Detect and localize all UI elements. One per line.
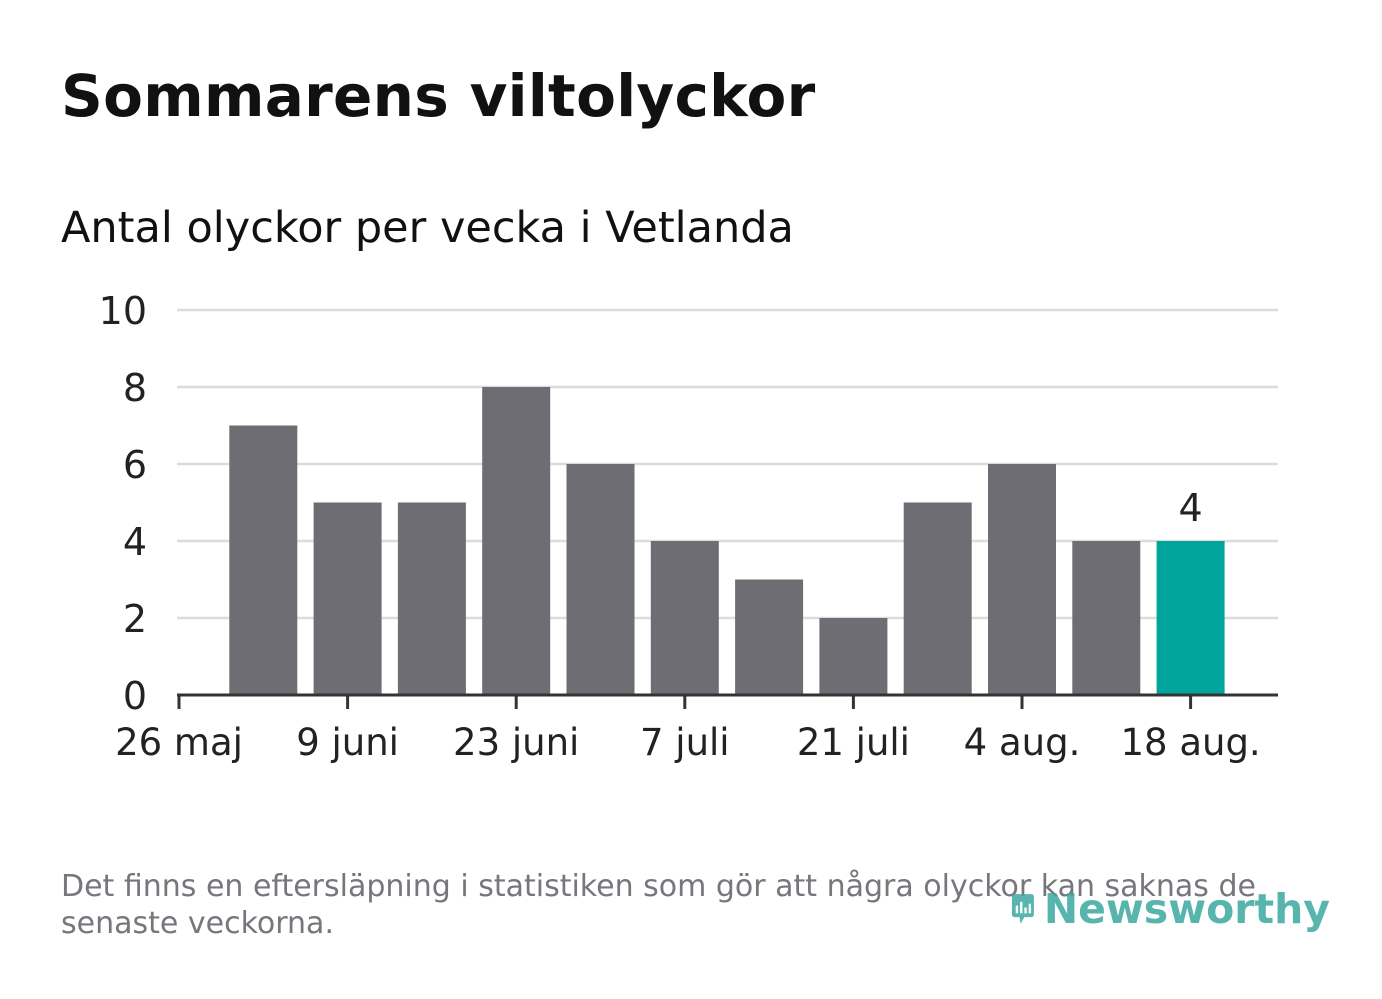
x-tick-label: 4 aug. (964, 721, 1081, 764)
y-tick-label: 10 (99, 289, 147, 333)
bars (229, 387, 1225, 695)
x-tick-label: 18 aug. (1120, 721, 1260, 764)
y-tick-label: 6 (123, 443, 147, 487)
x-axis: 26 maj 9 juni 23 juni 7 juli 21 juli 4 aug. 18… (115, 693, 1278, 764)
bar (313, 502, 382, 695)
x-tick-label: 26 maj (115, 721, 243, 764)
data-label: 4 (1179, 486, 1203, 530)
footnote: Det finns en eftersläpning i statistiken… (61, 869, 1256, 941)
chart-title: Sommarens viltolyckor (61, 62, 816, 130)
bar (819, 618, 888, 695)
y-axis-ticks: 0 2 4 6 8 10 (99, 289, 147, 718)
newsworthy-chart-bubble-icon (1011, 894, 1034, 924)
bar (1156, 541, 1225, 695)
y-tick-label: 0 (123, 674, 147, 718)
newsworthy-logo: Newsworthy (1010, 874, 1330, 944)
bar (988, 464, 1056, 695)
chart-subtitle: Antal olyckor per vecka i Vetlanda (61, 203, 794, 253)
y-tick-label: 4 (123, 520, 147, 564)
bar (735, 579, 804, 695)
bar (650, 541, 719, 695)
x-tick-label: 23 juni (453, 721, 579, 764)
x-tick-label: 9 juni (296, 721, 399, 764)
bar (397, 502, 466, 695)
data-labels: 4 (1179, 486, 1203, 530)
bar (566, 464, 635, 695)
bar (1072, 541, 1141, 695)
logo-text: Newsworthy (1043, 885, 1330, 933)
y-tick-label: 8 (123, 366, 147, 410)
bar (482, 387, 551, 695)
x-tick-label: 7 juli (640, 721, 730, 764)
bar (903, 502, 972, 695)
y-tick-label: 2 (123, 597, 147, 641)
bar (229, 425, 298, 695)
x-tick-label: 21 juli (797, 721, 910, 764)
